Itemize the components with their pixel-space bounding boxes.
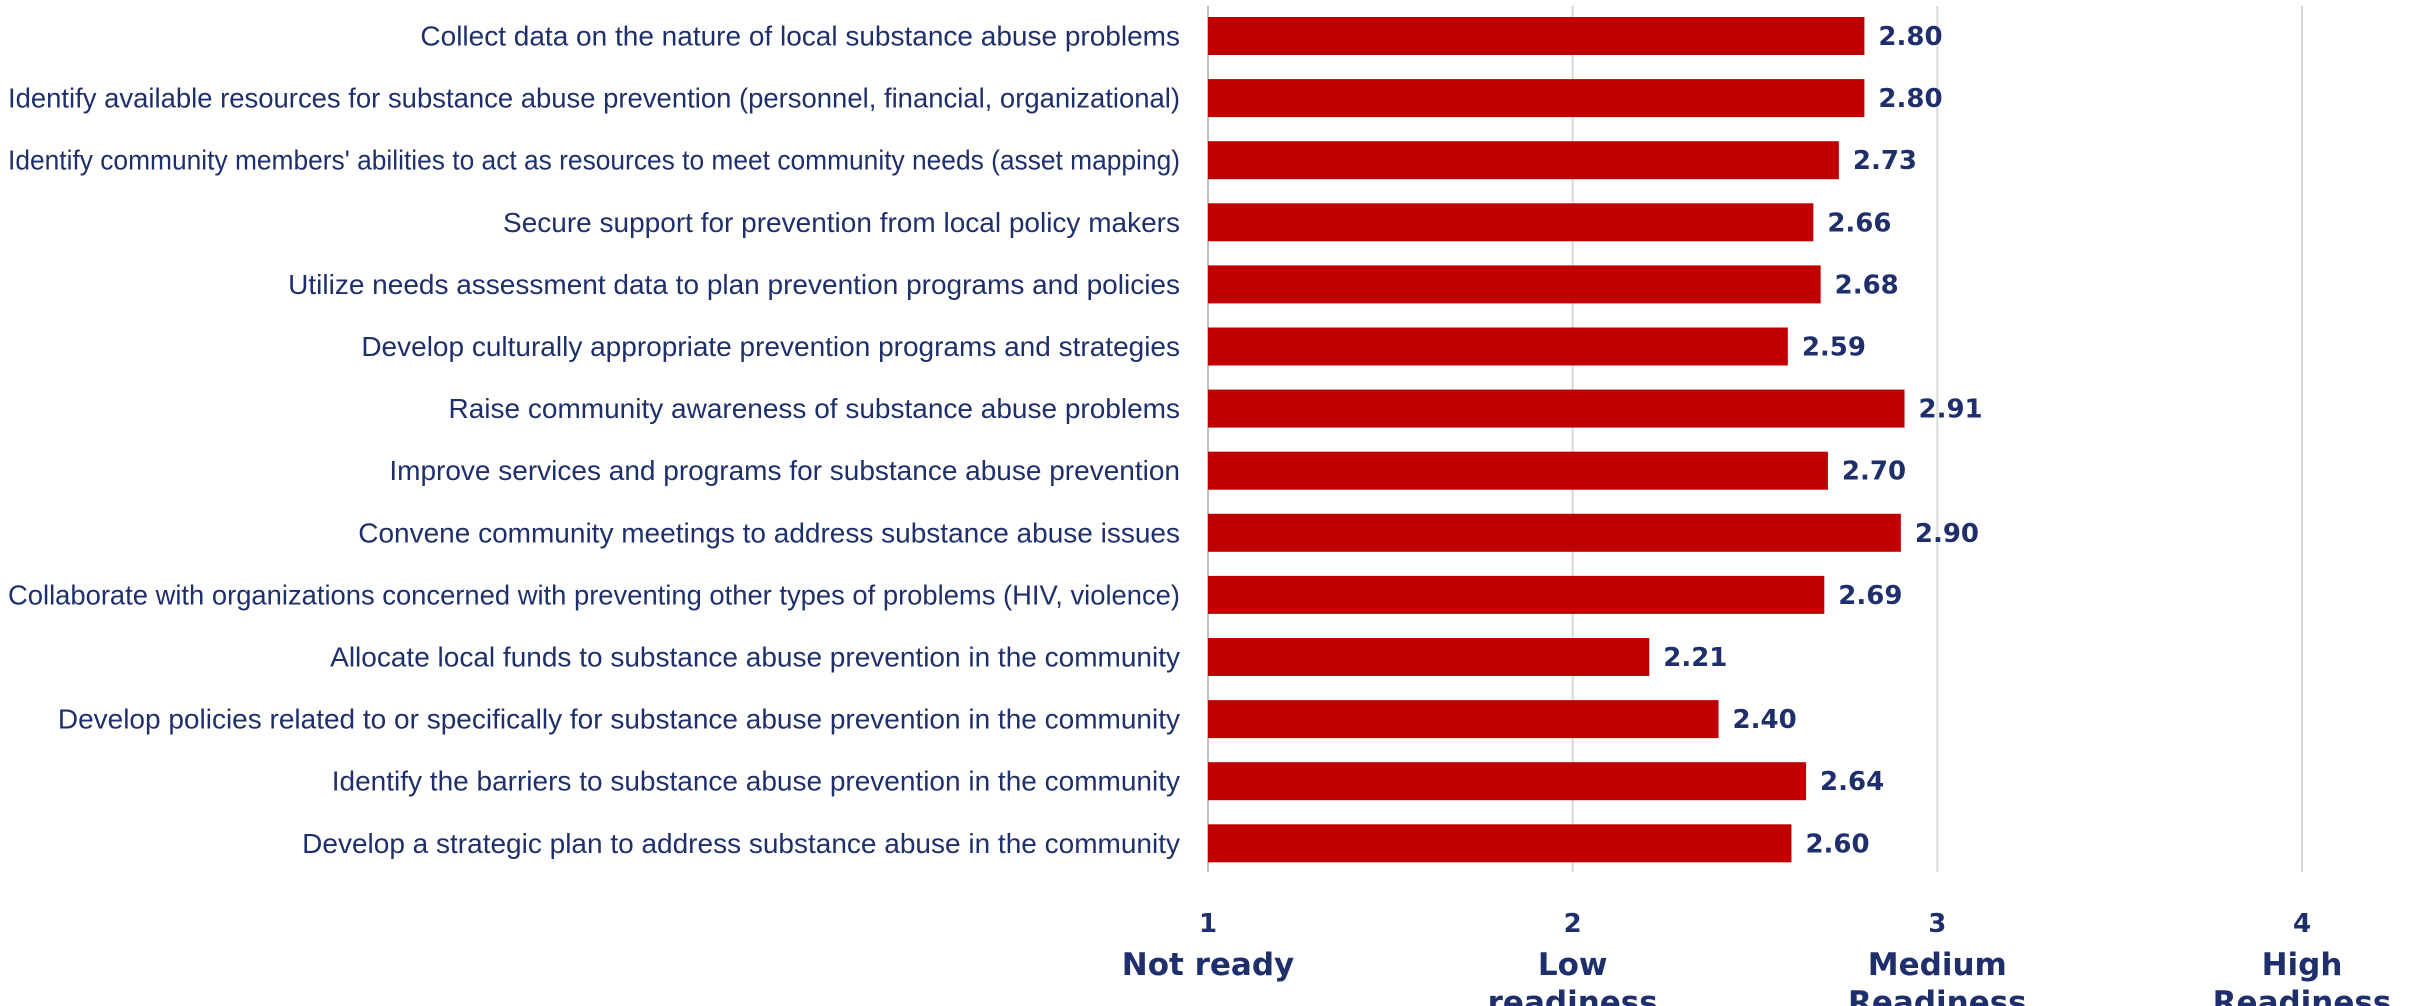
x-tick-label: 2: [1564, 909, 1582, 939]
data-label: 2.73: [1853, 146, 1917, 176]
bar: [1208, 203, 1814, 242]
data-label: 2.66: [1827, 208, 1891, 238]
x-tick-description: Medium: [1868, 947, 2007, 983]
data-label: 2.64: [1820, 767, 1884, 797]
bar: [1208, 265, 1821, 304]
bar: [1208, 513, 1901, 552]
category-label: Utilize needs assessment data to plan pr…: [288, 269, 1180, 300]
data-label: 2.80: [1878, 84, 1942, 114]
x-tick-description: Not ready: [1122, 947, 1294, 983]
data-label: 2.70: [1842, 457, 1906, 487]
data-label: 2.90: [1915, 519, 1979, 549]
data-label: 2.80: [1878, 22, 1942, 52]
category-labels: Collect data on the nature of local subs…: [8, 21, 1180, 859]
data-label: 2.91: [1919, 395, 1983, 425]
category-label: Collaborate with organizations concerned…: [8, 579, 1180, 610]
category-label: Improve services and programs for substa…: [389, 455, 1180, 486]
bar: [1208, 762, 1807, 801]
category-label: Develop culturally appropriate preventio…: [361, 331, 1180, 362]
bar: [1208, 451, 1828, 490]
x-tick-description: Readiness: [1848, 985, 2027, 1006]
x-tick-description: High: [2262, 947, 2343, 983]
category-label: Develop policies related to or specifica…: [58, 704, 1180, 735]
category-label: Develop a strategic plan to address subs…: [302, 828, 1180, 859]
category-label: Secure support for prevention from local…: [503, 207, 1180, 238]
category-label: Identify the barriers to substance abuse…: [332, 766, 1180, 797]
x-tick-label: 1: [1199, 909, 1217, 939]
data-label: 2.68: [1835, 270, 1899, 300]
x-tick-label: 3: [1928, 909, 1946, 939]
data-label: 2.69: [1838, 581, 1902, 611]
x-tick-description: Readiness: [2213, 985, 2392, 1006]
data-label: 2.59: [1802, 333, 1866, 363]
category-label: Raise community awareness of substance a…: [449, 393, 1180, 424]
category-label: Convene community meetings to address su…: [358, 517, 1180, 548]
bar: [1208, 700, 1719, 739]
category-label: Allocate local funds to substance abuse …: [330, 642, 1180, 673]
category-label: Collect data on the nature of local subs…: [420, 21, 1180, 52]
x-tick-label: 4: [2293, 909, 2311, 939]
gridlines: [1207, 6, 2303, 872]
category-label: Identify community members' abilities to…: [8, 145, 1180, 176]
bar: [1208, 17, 1865, 55]
x-tick-description: readiness: [1488, 985, 1658, 1006]
bars: [1208, 17, 1905, 863]
value-labels: 2.80 2.80 2.73 2.66 2.68 2.59 2.91 2.70 2.90 2.69…: [1663, 22, 1982, 859]
bar: [1208, 575, 1825, 614]
data-label: 2.60: [1805, 829, 1869, 859]
bar: [1208, 638, 1650, 676]
x-tick-description: Low: [1538, 947, 1608, 983]
data-label: 2.21: [1663, 643, 1727, 673]
bar: [1208, 327, 1788, 366]
bar: [1208, 141, 1839, 180]
bar: [1208, 824, 1792, 863]
bar: [1208, 79, 1865, 118]
category-label: Identify available resources for substan…: [8, 83, 1180, 114]
data-label: 2.40: [1733, 705, 1797, 735]
bar: [1208, 389, 1905, 428]
